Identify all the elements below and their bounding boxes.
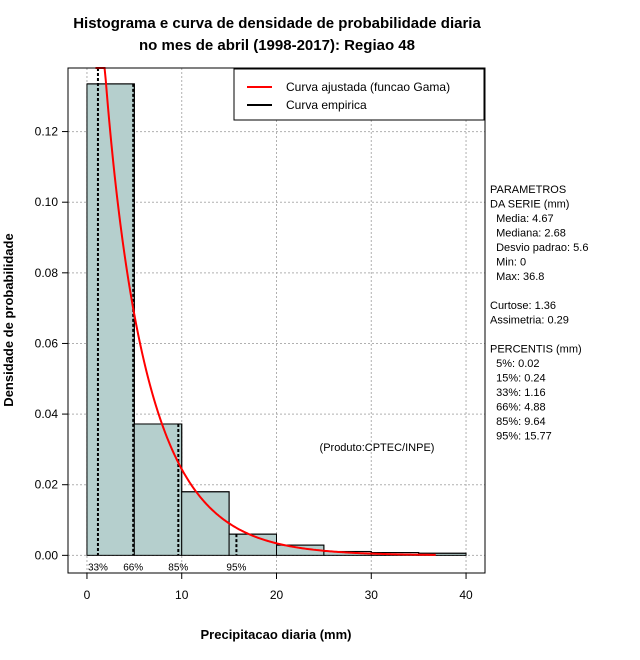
stat-line-8: Curtose: 1.36 bbox=[490, 300, 556, 312]
y-tick-label-1: 0.02 bbox=[35, 478, 59, 492]
chart-title-line-2: no mes de abril (1998-2017): Regiao 48 bbox=[139, 37, 415, 54]
stat-line-13: 15%: 0.24 bbox=[490, 373, 546, 385]
x-tick-label-2: 20 bbox=[270, 588, 284, 602]
histogram-bar-2 bbox=[181, 491, 230, 556]
x-axis: 0 10 20 30 40 bbox=[84, 572, 473, 602]
percentile-label-0: 33% bbox=[88, 562, 108, 573]
percentile-label-3: 95% bbox=[226, 562, 246, 573]
stat-line-17: 95%: 15.77 bbox=[490, 431, 552, 443]
y-tick-label-2: 0.04 bbox=[35, 407, 59, 421]
x-tick-label-1: 10 bbox=[175, 588, 189, 602]
x-tick-label-4: 40 bbox=[459, 588, 473, 602]
stat-line-3: Mediana: 2.68 bbox=[490, 228, 566, 240]
x-tick-label-0: 0 bbox=[84, 588, 91, 602]
y-tick-label-6: 0.12 bbox=[35, 125, 59, 139]
y-tick-label-5: 0.10 bbox=[35, 195, 59, 209]
legend-label-1: Curva empirica bbox=[286, 98, 367, 112]
stat-line-11: PERCENTIS (mm) bbox=[490, 344, 582, 356]
stat-line-15: 66%: 4.88 bbox=[490, 402, 546, 414]
percentile-lines: 33% 66% 85% 95% bbox=[88, 68, 247, 573]
stat-line-14: 33%: 1.16 bbox=[490, 387, 546, 399]
stat-line-12: 5%: 0.02 bbox=[490, 358, 540, 370]
statistics-panel: PARAMETROS DA SERIE (mm) Media: 4.67 Medi… bbox=[490, 184, 588, 443]
y-axis: 0.00 0.02 0.04 0.06 0.08 0.10 0.12 bbox=[35, 125, 69, 562]
x-axis-label: Precipitacao diaria (mm) bbox=[201, 627, 352, 642]
histogram-bar-1 bbox=[133, 423, 183, 556]
chart-title-line-1: Histograma e curva de densidade de proba… bbox=[73, 15, 481, 32]
gamma-fitted-curve bbox=[95, 67, 436, 556]
x-tick-label-3: 30 bbox=[365, 588, 379, 602]
density-curves bbox=[86, 67, 467, 556]
legend: Curva ajustada (funcao Gama) Curva empiri… bbox=[233, 68, 485, 121]
empirical-curve bbox=[86, 83, 467, 554]
stat-line-4: Desvio padrao: 5.6 bbox=[490, 242, 588, 254]
legend-label-0: Curva ajustada (funcao Gama) bbox=[286, 80, 450, 94]
stat-line-0: PARAMETROS bbox=[490, 184, 566, 196]
y-tick-label-0: 0.00 bbox=[35, 548, 59, 562]
stat-line-5: Min: 0 bbox=[490, 257, 526, 269]
percentile-label-2: 85% bbox=[168, 562, 188, 573]
source-annotation: (Produto:CPTEC/INPE) bbox=[320, 442, 435, 454]
percentile-label-1: 66% bbox=[123, 562, 143, 573]
stat-line-2: Media: 4.67 bbox=[490, 213, 554, 225]
histogram-bar-0 bbox=[86, 83, 135, 556]
stat-line-9: Assimetria: 0.29 bbox=[490, 315, 569, 327]
y-tick-label-3: 0.06 bbox=[35, 336, 59, 350]
legend-box bbox=[233, 68, 485, 121]
stat-line-1: DA SERIE (mm) bbox=[490, 199, 569, 211]
y-axis-label: Densidade de probabilidade bbox=[1, 233, 16, 406]
histogram-bars bbox=[86, 83, 467, 556]
stat-line-16: 85%: 9.64 bbox=[490, 416, 546, 428]
stat-line-6: Max: 36.8 bbox=[490, 271, 544, 283]
y-tick-label-4: 0.08 bbox=[35, 266, 59, 280]
